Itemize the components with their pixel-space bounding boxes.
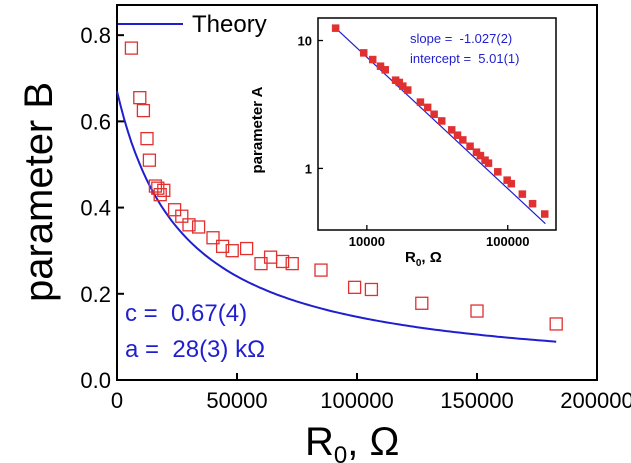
inset-data-point	[494, 168, 502, 176]
inset-data-point	[528, 199, 537, 208]
inset-data-point	[359, 49, 368, 57]
inset-data-point	[403, 86, 412, 94]
inset-data-point	[399, 82, 407, 90]
main-y-axis: 0.0 0.2 0.4 0.6 0.8	[80, 23, 124, 393]
inset-y-tick-label: 1	[305, 161, 312, 176]
data-point	[175, 209, 189, 223]
inset-y-tick-label: 10	[298, 34, 312, 49]
data-point	[347, 280, 362, 294]
inset-plot-frame	[317, 17, 557, 231]
inset-data-point	[447, 126, 456, 134]
main-x-tick-label: 50000	[206, 388, 267, 413]
data-point	[191, 220, 206, 234]
main-y-tick-label: 0.6	[80, 109, 111, 134]
annotation-a: a = 28(3) kΩ	[125, 336, 265, 363]
theory-curve	[116, 90, 557, 343]
main-y-tick-label: 0.4	[80, 196, 111, 221]
data-point	[275, 254, 290, 269]
data-point	[364, 282, 379, 297]
data-point	[239, 241, 254, 256]
inset-annotation-intercept: intercept = 5.01(1)	[410, 51, 519, 66]
data-point	[136, 103, 151, 118]
inset-data-point	[331, 24, 340, 32]
inset-data-point	[430, 110, 438, 119]
inset-data-point	[368, 55, 377, 64]
inset-data-point	[484, 159, 493, 167]
inset-data-point	[381, 66, 389, 74]
main-y-tick-label: 0.8	[80, 23, 111, 48]
data-point	[470, 304, 484, 318]
inset-x-axis-label-suffix: , Ω	[421, 249, 441, 266]
data-point	[124, 41, 139, 55]
inset-x-tick-label: 10000	[349, 234, 385, 249]
inset-data-point	[437, 117, 446, 125]
main-y-tick-label: 0.2	[80, 282, 111, 307]
data-point	[182, 218, 196, 232]
inset-background	[318, 18, 556, 248]
data-point	[206, 231, 220, 245]
data-point	[285, 256, 299, 271]
inset-data-point	[453, 131, 462, 139]
data-point	[215, 239, 230, 254]
inset-annotation-slope: slope = -1.027(2)	[410, 31, 512, 46]
data-point	[133, 91, 147, 105]
inset-data-point	[423, 103, 432, 112]
main-x-tick-label: 200000	[560, 388, 631, 413]
inset-x-axis: 10000 100000	[349, 225, 529, 249]
data-point	[140, 131, 154, 146]
data-point	[549, 317, 563, 331]
legend: Theory	[118, 11, 267, 38]
data-point	[314, 263, 328, 277]
main-x-tick-label: 150000	[440, 388, 513, 413]
data-point	[225, 244, 239, 258]
main-x-tick-label: 100000	[320, 388, 393, 413]
main-x-axis-label: R0, Ω	[305, 420, 399, 463]
data-point	[415, 296, 429, 310]
inset-data-point	[416, 98, 425, 106]
main-x-tick-label: 0	[111, 388, 123, 413]
main-y-axis-label: parameter B	[17, 82, 61, 302]
inset-data-point	[466, 142, 474, 151]
inset-x-axis-label-sub: 0	[416, 258, 422, 269]
data-point	[157, 183, 171, 197]
data-point	[148, 179, 163, 193]
inset-y-axis: 1 10	[298, 34, 323, 176]
main-x-axis: 0 50000 100000 150000 200000	[111, 373, 631, 413]
main-x-axis-label-suffix: , Ω	[347, 420, 399, 463]
main-y-tick-label: 0.0	[80, 368, 111, 393]
annotation-c: c = 0.67(4)	[125, 300, 247, 327]
inset-data-point	[518, 190, 527, 198]
parameter-a-series	[331, 24, 549, 218]
inset-x-axis-label: R0, Ω	[405, 249, 442, 269]
inset-y-axis-label: parameter A	[249, 86, 266, 173]
legend-theory-label: Theory	[192, 11, 267, 38]
inset-data-point	[540, 210, 549, 218]
data-point	[153, 188, 167, 202]
inset-data-point	[507, 179, 516, 188]
main-x-axis-label-sub: 0	[334, 442, 347, 463]
data-point	[142, 153, 157, 167]
inset-data-point	[459, 136, 467, 144]
parameter-b-series	[124, 41, 563, 331]
inset-x-tick-label: 100000	[486, 234, 529, 249]
inset-data-point	[476, 151, 485, 160]
